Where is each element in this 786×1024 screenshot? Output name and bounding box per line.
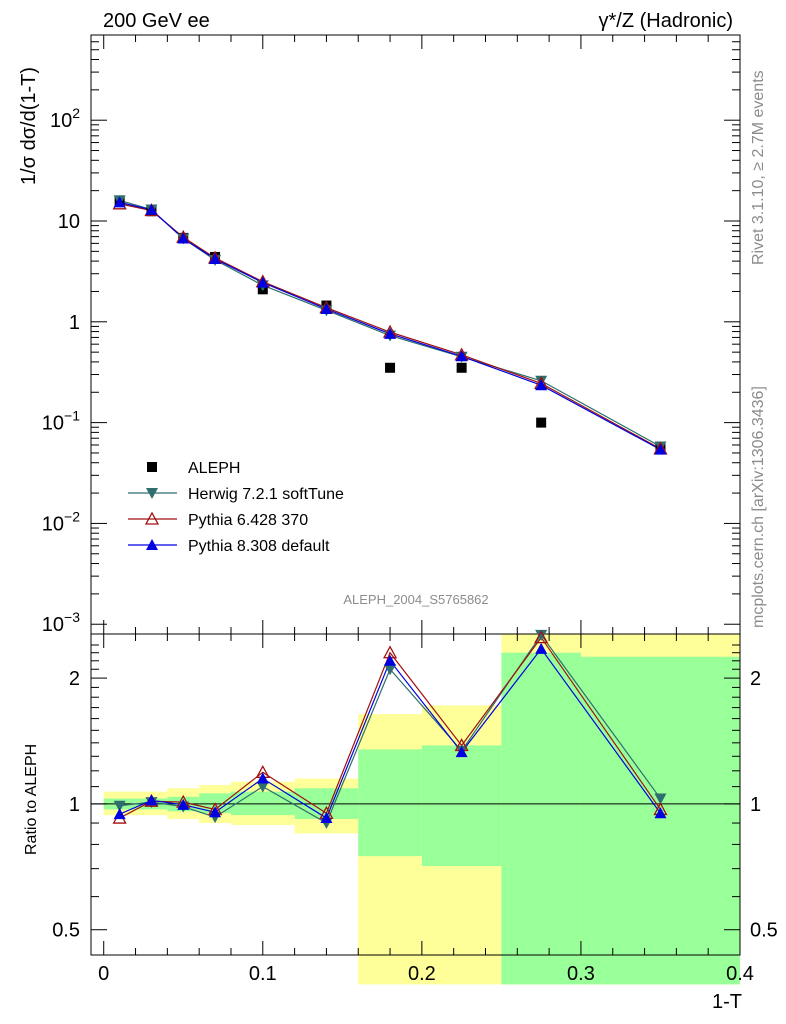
main-line-herwig-7-2-1-softtune (119, 199, 661, 447)
ratio-point-pythia-8-308-default (177, 798, 190, 810)
ratio-point-herwig-7-2-1-softtune (113, 800, 126, 812)
main-y-tick-label: 10−1 (42, 408, 80, 435)
main-line-pythia-8-308-default (119, 201, 661, 451)
ratio-point-pythia-8-308-default (320, 812, 333, 824)
main-point-pythia-8-308-default (320, 302, 333, 314)
ratio-y-tick-label-left: 0.5 (52, 920, 80, 942)
stat-uncertainty-band-4 (230, 791, 295, 816)
ratio-line-pythia-8-308-default (119, 647, 661, 819)
series-markers (112, 195, 668, 830)
ratio-y-tick-label-left: 1 (69, 794, 80, 816)
ratio-point-pythia-8-308-default (209, 806, 222, 818)
analysis-watermark: ALEPH_2004_S5765862 (343, 592, 488, 607)
x-tick-label: 0.1 (249, 963, 277, 985)
ratio-line-herwig-7-2-1-softtune (119, 633, 661, 824)
main-point-pythia-8-308-default (654, 443, 667, 455)
main-point-aleph (385, 362, 396, 373)
main-y-tick-label: 102 (50, 105, 80, 132)
legend-label-aleph: ALEPH (188, 460, 240, 477)
main-point-pythia-8-308-default (113, 196, 126, 208)
ratio-y-axis-label: Ratio to ALEPH (23, 744, 40, 855)
legend-label-pythia-6-428-370: Pythia 6.428 370 (188, 512, 308, 529)
rivet-version-label: Rivet 3.1.10, ≥ 2.7M events (750, 70, 767, 265)
x-axis-label: 1-T (712, 991, 742, 1013)
legend-marker-pythia-8-308-default (146, 539, 158, 550)
main-point-pythia-8-308-default (209, 252, 222, 264)
legend: ALEPH Herwig 7.2.1 softTune Pythia 6.428 3… (128, 460, 344, 555)
ratio-y-tick-label-right: 0.5 (750, 920, 778, 942)
main-point-aleph (456, 362, 467, 373)
main-y-tick-label: 1 (69, 312, 80, 334)
stat-uncertainty-band-6 (358, 749, 422, 857)
x-tick-label: 0.4 (726, 963, 754, 985)
legend-marker-herwig-7-2-1-softtune (146, 488, 158, 499)
main-y-tick-label: 10−3 (42, 609, 80, 636)
ratio-point-herwig-7-2-1-softtune (384, 664, 397, 676)
legend-label-pythia-8-308-default: Pythia 8.308 default (188, 538, 330, 555)
main-point-pythia-8-308-default (384, 327, 397, 339)
main-point-aleph (536, 417, 547, 428)
ratio-panel-frame (90, 633, 741, 956)
main-point-pythia-8-308-default (177, 232, 190, 244)
main-point-pythia-8-308-default (256, 276, 269, 288)
ratio-point-herwig-7-2-1-softtune (535, 629, 548, 641)
ratio-y-tick-label-right: 2 (750, 668, 761, 690)
ratio-line-pythia-6-428-370 (119, 636, 661, 819)
series-lines (119, 199, 661, 824)
ratio-point-pythia-8-308-default (535, 642, 548, 654)
main-point-pythia-8-308-default (455, 350, 468, 362)
stat-uncertainty-band-9 (580, 656, 740, 985)
ratio-point-pythia-8-308-default (113, 808, 126, 820)
x-tick-label: 0 (98, 963, 109, 985)
x-tick-label: 0.2 (408, 963, 436, 985)
main-point-pythia-8-308-default (535, 379, 548, 391)
legend-marker-pythia-6-428-370 (144, 511, 160, 525)
legend-label-herwig-7-2-1-softtune: Herwig 7.2.1 softTune (188, 486, 344, 503)
stat-uncertainty-band-8 (501, 652, 581, 985)
mcplots-credit-label: mcplots.cern.ch [arXiv:1306.3436] (750, 386, 767, 628)
legend-marker-aleph (147, 462, 157, 472)
ratio-point-herwig-7-2-1-softtune (654, 793, 667, 805)
ratio-y-tick-label-left: 2 (69, 668, 80, 690)
ratio-point-pythia-8-308-default (654, 807, 667, 819)
ratio-point-pythia-6-428-370 (534, 630, 549, 644)
header-right: γ*/Z (Hadronic) (599, 10, 733, 32)
header-left: 200 GeV ee (103, 10, 210, 32)
main-y-tick-label: 10−2 (42, 508, 80, 535)
ratio-point-pythia-8-308-default (384, 654, 397, 666)
ratio-point-pythia-8-308-default (145, 794, 158, 806)
ratio-uncertainty-bands (103, 634, 740, 985)
main-point-pythia-8-308-default (145, 203, 158, 215)
ratio-y-tick-label-right: 1 (750, 794, 761, 816)
ratio-point-pythia-8-308-default (455, 746, 468, 758)
ratio-point-pythia-8-308-default (256, 772, 269, 784)
main-y-axis-label: 1/σ dσ/d(1-T) (18, 67, 40, 185)
x-tick-label: 0.3 (567, 963, 595, 985)
stat-uncertainty-band-7 (421, 745, 502, 867)
ratio-point-herwig-7-2-1-softtune (256, 781, 269, 793)
axes-and-ticks: 0 0.1 0.2 0.3 0.4 10−3 10−2 10−1 1 10 102 0.5 0.5 1 1 2… (42, 34, 778, 985)
main-y-tick-label: 10 (58, 211, 80, 233)
